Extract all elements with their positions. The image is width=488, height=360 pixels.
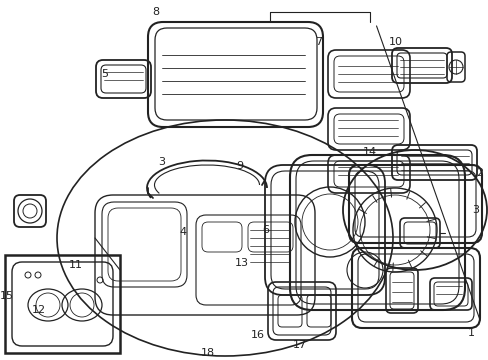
Text: 16: 16 [250, 330, 264, 340]
Text: 3: 3 [471, 205, 479, 215]
Text: 3: 3 [158, 157, 165, 167]
Text: 4: 4 [179, 227, 186, 237]
Text: 7: 7 [315, 37, 322, 47]
Text: 13: 13 [235, 258, 248, 268]
Text: 9: 9 [236, 161, 243, 171]
Bar [5, 255, 120, 353]
Text: 18: 18 [201, 348, 215, 358]
Text: 11: 11 [69, 260, 83, 270]
Text: 17: 17 [292, 340, 306, 350]
Text: 10: 10 [388, 37, 402, 47]
Text: 5: 5 [102, 69, 108, 79]
Text: 1: 1 [467, 328, 473, 338]
Text: 8: 8 [152, 7, 159, 17]
Text: 2: 2 [475, 168, 483, 178]
Text: 12: 12 [32, 305, 46, 315]
Text: 15: 15 [0, 291, 14, 301]
Text: 6: 6 [262, 225, 269, 235]
Text: 14: 14 [362, 147, 376, 157]
